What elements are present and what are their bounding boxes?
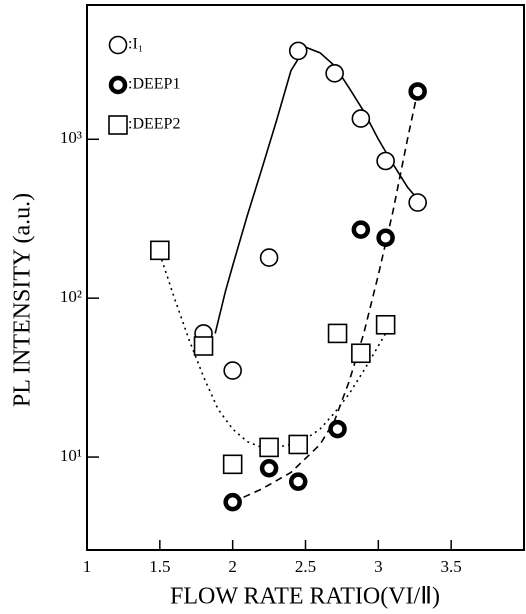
y-tick-label: 10² [60, 287, 82, 306]
x-tick-label: 2 [228, 557, 237, 576]
data-point [223, 361, 242, 380]
legend-label: :DEEP2 [128, 116, 180, 133]
legend-label: :I₁ [128, 36, 143, 53]
x-tick-label: 3.5 [441, 557, 462, 576]
data-point [150, 240, 170, 261]
legend-marker [108, 75, 128, 95]
y-tick-label: 10³ [60, 128, 82, 147]
data-point [376, 228, 395, 248]
legend-marker [108, 115, 128, 135]
data-point [376, 151, 395, 171]
data-point [288, 434, 309, 455]
data-point [259, 437, 279, 458]
x-tick-label: 3 [374, 557, 383, 576]
fit-curve [232, 91, 419, 503]
x-axis-label: FLOW RATE RATIO(VI/Ⅱ) [170, 584, 440, 610]
data-point [327, 323, 348, 344]
data-point [288, 472, 308, 491]
data-point [223, 492, 242, 512]
y-tick-label: 10¹ [60, 446, 82, 465]
legend-label: :DEEP1 [128, 76, 180, 93]
data-point [408, 82, 427, 101]
legend-marker [108, 35, 128, 55]
data-point [351, 343, 371, 364]
fit-curve [214, 46, 419, 334]
data-point [222, 454, 243, 475]
data-point [351, 109, 371, 128]
data-point [351, 220, 371, 239]
data-point [325, 64, 344, 83]
data-point [408, 193, 427, 212]
data-point [259, 459, 279, 478]
y-axis-label: PL INTENSITY (a.u.) [10, 193, 36, 407]
data-point [259, 248, 279, 267]
data-point [375, 314, 396, 335]
data-point [288, 41, 308, 61]
data-point [328, 419, 347, 439]
data-point [193, 336, 214, 356]
x-tick-label: 1.5 [149, 557, 170, 576]
x-tick-label: 2.5 [295, 557, 316, 576]
x-tick-label: 1 [83, 557, 92, 576]
